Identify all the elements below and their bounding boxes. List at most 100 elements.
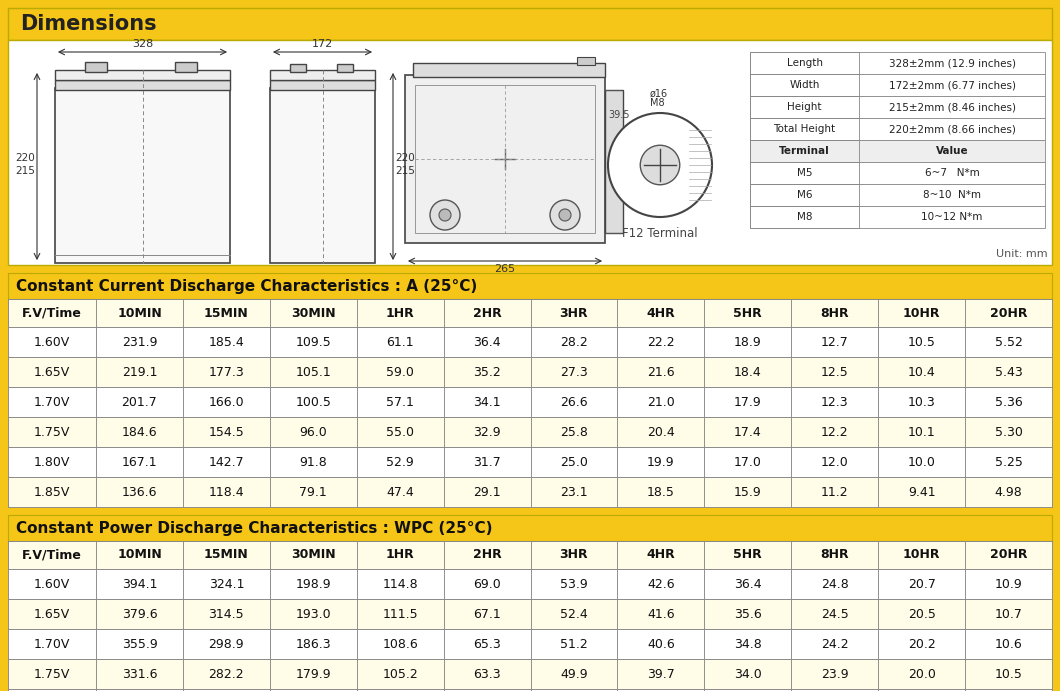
Text: 1.75V: 1.75V (34, 668, 70, 681)
Bar (96, 689, 183, 691)
Bar (183, 689, 270, 691)
Text: 8HR: 8HR (820, 549, 849, 562)
Bar (444, 599, 531, 629)
Text: 177.3: 177.3 (209, 366, 244, 379)
Text: 10.7: 10.7 (994, 607, 1023, 621)
Bar (965, 327, 1052, 357)
Bar (357, 599, 444, 629)
Bar (878, 477, 965, 507)
Text: 20.4: 20.4 (647, 426, 675, 439)
Text: 3HR: 3HR (560, 307, 588, 319)
Text: 10MIN: 10MIN (117, 549, 162, 562)
Text: 10~12 N*m: 10~12 N*m (921, 212, 983, 222)
Bar (618, 447, 704, 477)
Bar (8, 417, 1052, 447)
Text: 20.7: 20.7 (907, 578, 936, 591)
Text: 5HR: 5HR (734, 307, 762, 319)
Bar (183, 569, 270, 599)
Bar (8, 299, 1052, 327)
Bar (8, 541, 1052, 569)
Text: 282.2: 282.2 (209, 668, 244, 681)
Bar (183, 447, 270, 477)
Text: 136.6: 136.6 (122, 486, 157, 498)
Text: 220: 220 (15, 153, 35, 162)
Text: 40.6: 40.6 (647, 638, 675, 650)
Bar (357, 629, 444, 659)
Text: 12.5: 12.5 (820, 366, 849, 379)
Text: 91.8: 91.8 (299, 455, 328, 468)
Bar (618, 417, 704, 447)
Bar (444, 659, 531, 689)
Bar (8, 689, 96, 691)
Bar (8, 477, 1052, 507)
Bar (791, 569, 878, 599)
Bar (531, 629, 618, 659)
Bar (791, 599, 878, 629)
Text: 10.5: 10.5 (907, 336, 936, 348)
Bar (750, 74, 1045, 96)
Bar (8, 541, 96, 569)
Bar (704, 689, 791, 691)
Text: 4.98: 4.98 (994, 486, 1023, 498)
Text: 184.6: 184.6 (122, 426, 157, 439)
Bar (791, 659, 878, 689)
Bar (444, 569, 531, 599)
Text: 331.6: 331.6 (122, 668, 157, 681)
Bar (750, 206, 1045, 228)
Text: 32.9: 32.9 (473, 426, 501, 439)
Text: 114.8: 114.8 (383, 578, 418, 591)
Bar (531, 327, 618, 357)
Bar (965, 659, 1052, 689)
Bar (8, 8, 1052, 40)
Bar (444, 357, 531, 387)
Bar (8, 417, 96, 447)
Text: 172±2mm (6.77 inches): 172±2mm (6.77 inches) (888, 80, 1015, 90)
Bar (444, 477, 531, 507)
Bar (270, 417, 357, 447)
Bar (96, 299, 183, 327)
Text: 20HR: 20HR (990, 549, 1027, 562)
Text: 23.9: 23.9 (820, 668, 849, 681)
Text: 1.60V: 1.60V (34, 578, 70, 591)
Text: 12.0: 12.0 (820, 455, 849, 468)
Bar (965, 447, 1052, 477)
Text: 314.5: 314.5 (209, 607, 244, 621)
Bar (357, 357, 444, 387)
Text: 10.3: 10.3 (907, 395, 936, 408)
Bar (270, 541, 357, 569)
Text: M5: M5 (797, 168, 812, 178)
Text: 39.5: 39.5 (608, 110, 630, 120)
Bar (878, 659, 965, 689)
Bar (96, 541, 183, 569)
Text: 36.4: 36.4 (473, 336, 501, 348)
Bar (878, 357, 965, 387)
Text: 29.1: 29.1 (473, 486, 501, 498)
Bar (357, 689, 444, 691)
Text: 21.6: 21.6 (647, 366, 675, 379)
Bar (750, 96, 860, 118)
Bar (531, 417, 618, 447)
Text: 5.43: 5.43 (994, 366, 1023, 379)
Bar (405, 75, 605, 243)
Text: Length: Length (787, 58, 823, 68)
Text: 20.0: 20.0 (907, 668, 936, 681)
Text: Total Height: Total Height (774, 124, 835, 134)
Text: F.V/Time: F.V/Time (22, 307, 82, 319)
Bar (55, 80, 230, 90)
Bar (444, 327, 531, 357)
Text: 27.3: 27.3 (560, 366, 588, 379)
Text: Value: Value (936, 146, 969, 156)
Bar (531, 659, 618, 689)
Bar (531, 689, 618, 691)
Text: 8HR: 8HR (820, 307, 849, 319)
Text: 25.0: 25.0 (560, 455, 588, 468)
Text: 18.4: 18.4 (734, 366, 762, 379)
Bar (531, 569, 618, 599)
Text: 52.9: 52.9 (386, 455, 414, 468)
Bar (96, 447, 183, 477)
Text: 179.9: 179.9 (296, 668, 331, 681)
Text: 201.7: 201.7 (122, 395, 157, 408)
Bar (183, 629, 270, 659)
Text: 47.4: 47.4 (386, 486, 414, 498)
Bar (965, 417, 1052, 447)
